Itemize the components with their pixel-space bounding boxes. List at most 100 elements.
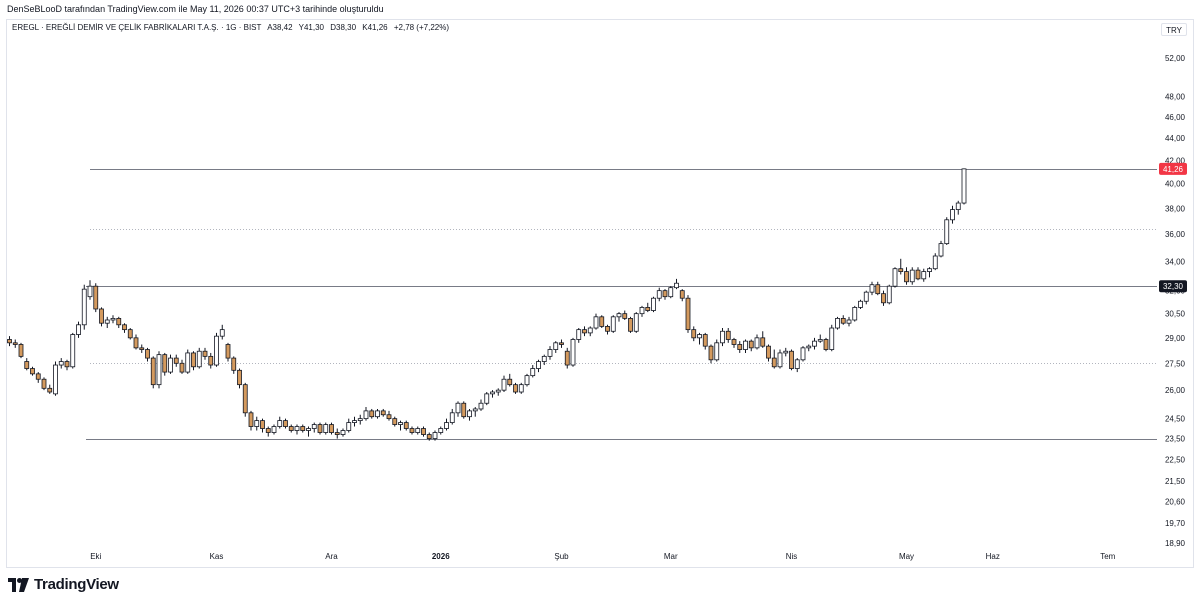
candle-up [168,354,173,374]
candle-body [513,384,518,393]
candle-body [323,424,329,433]
candle-up [754,334,760,350]
candle-body [754,337,760,349]
candle-body [875,284,881,295]
candle-body [944,219,950,245]
candle-body [679,290,685,299]
candle-up [812,337,817,350]
candle-body [357,418,363,421]
candle-down [300,424,306,433]
candle-body [196,350,202,368]
candle-body [300,426,306,431]
candle-body [70,334,76,368]
candle-body [783,350,789,354]
candle-body [869,284,875,293]
candle-body [587,327,593,334]
x-tick-label: Nis [786,552,798,561]
candle-up [277,416,283,429]
candle-body [507,378,513,386]
chart-frame [6,19,1194,568]
candle-down [771,349,777,369]
candle-down [237,368,242,389]
candle-body [421,428,426,435]
candle-up [616,312,622,322]
currency-button[interactable]: TRY [1161,23,1187,36]
candle-up [271,424,277,435]
candle-down [139,344,145,353]
candle-body [501,378,507,391]
candle-up [714,339,720,362]
candle-down [191,351,196,371]
candle-up [375,408,380,419]
candle-body [145,349,150,359]
candle-body [375,410,380,418]
candle-up [852,305,858,322]
candle-down [766,344,771,362]
candle-body [708,345,714,361]
candle-down [461,401,467,419]
candle-up [886,284,892,305]
candle-body [846,319,852,324]
candle-down [564,347,570,369]
tradingview-logo[interactable]: TradingView [8,576,119,593]
candle-body [886,285,892,304]
candle-body [691,329,697,339]
candle-body [743,340,748,350]
candle-down [731,337,737,348]
candle-body [835,318,840,329]
y-tick-label: 24,50 [1165,415,1186,424]
x-tick-label: Kas [210,552,224,561]
candle-up [501,375,507,393]
candle-body [352,420,357,423]
candle-body [81,288,87,326]
candle-body [76,324,81,335]
candle-body [294,426,300,431]
candle-body [714,342,720,361]
x-tick-label: Mar [664,552,678,561]
candle-body [817,339,823,342]
candle-up [570,337,576,367]
high-value: Y41,30 [298,23,324,32]
candle-down [823,337,829,352]
candle-down [93,283,99,313]
candle-down [582,326,587,337]
candle-body [536,361,541,369]
candle-body [219,329,225,337]
price-badge: 41,26 [1159,162,1187,175]
candle-body [87,285,93,298]
candle-up [536,359,541,373]
candle-up [323,422,329,435]
candle-down [369,408,375,419]
candle-body [702,334,708,347]
candle-up [58,358,64,369]
candle-down [133,334,139,350]
change-value: +2,78 (+7,22%) [393,23,449,32]
candle-up [214,332,219,367]
candle-up [340,428,346,437]
candle-body [628,318,633,332]
candle-body [766,345,771,359]
tradingview-logo-icon [8,577,30,592]
candle-down [35,372,41,383]
candle-down [283,418,288,429]
candle-down [702,332,708,350]
candle-down [403,420,409,431]
price-badges: 41,26 32,30 [1159,162,1187,293]
candle-up [651,296,656,313]
symbol-name[interactable]: EREGL · EREĞLİ DEMİR VE ÇELİK FABRİKALAR… [12,23,262,32]
y-tick-label: 22,50 [1165,455,1186,464]
candle-body [317,424,323,433]
candle-body [346,422,352,431]
y-tick-label: 21,50 [1165,477,1186,486]
candle-down [748,339,754,352]
candle-body [927,268,932,272]
candle-body [93,285,99,310]
x-tick-label: Ara [325,552,338,561]
candle-body [748,340,754,349]
candle-body [898,268,904,272]
candle-down [760,331,766,348]
y-tick-label: 27,50 [1165,359,1186,368]
candle-body [432,432,438,440]
candle-down [559,339,564,348]
